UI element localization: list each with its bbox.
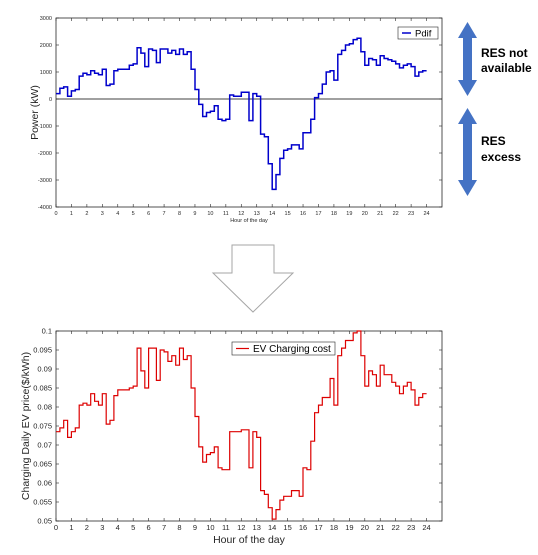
x-tick-label: 10	[206, 523, 214, 532]
legend: EV Charging cost	[231, 341, 336, 356]
y-tick-label: 0	[49, 97, 52, 103]
x-tick-label: 14	[269, 211, 275, 217]
x-tick-label: 17	[314, 523, 322, 532]
x-tick-label: 23	[407, 523, 415, 532]
x-axis-label: Hour of the day	[213, 534, 286, 546]
x-tick-label: 5	[131, 523, 135, 532]
x-tick-label: 15	[283, 523, 291, 532]
y-tick-label: 2000	[40, 43, 52, 49]
x-tick-label: 8	[177, 523, 181, 532]
x-tick-label: 20	[361, 523, 369, 532]
legend-label: EV Charging cost	[253, 344, 331, 355]
x-tick-label: 7	[163, 211, 166, 217]
y-tick-label: 0.085	[33, 384, 52, 393]
legend-label: Pdif	[415, 28, 432, 39]
x-tick-label: 7	[162, 523, 166, 532]
x-tick-label: 10	[207, 211, 213, 217]
x-tick-label: 19	[346, 211, 352, 217]
y-axis-label: Charging Daily EV price($/kWh)	[20, 352, 32, 500]
series-line-ev-charging-cost	[56, 330, 427, 520]
y-tick-label: 0.05	[37, 517, 52, 526]
x-tick-label: 1	[70, 211, 73, 217]
x-tick-label: 4	[116, 211, 119, 217]
transition-down-arrow-icon	[211, 244, 295, 313]
x-tick-label: 24	[422, 523, 430, 532]
y-tick-label: 0.06	[37, 479, 52, 488]
x-tick-label: 14	[268, 523, 276, 532]
plot-frame	[55, 330, 443, 522]
res-not-available-arrow-icon	[458, 22, 477, 96]
legend: Pdif	[397, 26, 439, 40]
res-not-available-line2: available	[481, 61, 532, 75]
x-tick-label: 9	[193, 211, 196, 217]
x-tick-label: 12	[238, 211, 244, 217]
legend-box	[231, 341, 336, 356]
x-tick-label: 13	[254, 211, 260, 217]
power-chart: 0 1 2 3 4 5 6 7 8 9 10 11 12 13 14 15 16 17 18 19 20 21 22 23 24…	[29, 16, 443, 224]
y-tick-label: 0.055	[33, 498, 52, 507]
y-tick-label: 0.075	[33, 422, 52, 431]
x-tick-label: 3	[101, 211, 104, 217]
x-tick-label: 18	[330, 523, 338, 532]
x-tick-label: 1	[69, 523, 73, 532]
x-tick-label: 16	[299, 523, 307, 532]
x-tick-label: 0	[54, 523, 58, 532]
y-tick-label: 0.095	[33, 346, 52, 355]
x-tick-label: 11	[222, 523, 230, 532]
x-tick-label: 12	[237, 523, 245, 532]
x-tick-label: 6	[147, 211, 150, 217]
res-not-available-line1: RES not	[481, 46, 528, 60]
x-tick-label: 19	[345, 523, 353, 532]
res-excess-arrow-icon	[458, 108, 477, 196]
y-tick-label: 1000	[40, 70, 52, 76]
y-axis-label: Power (kW)	[29, 85, 41, 140]
x-tick-label: 23	[408, 211, 414, 217]
y-tick-label: 0.1	[42, 327, 52, 336]
legend-box	[397, 26, 439, 40]
series-line-pdif	[56, 37, 427, 191]
y-tick-label: -1000	[38, 124, 52, 130]
y-tick-label: 0.08	[37, 403, 52, 412]
x-tick-label: 21	[376, 523, 384, 532]
x-tick-label: 22	[393, 211, 399, 217]
x-tick-label: 2	[85, 211, 88, 217]
x-tick-label: 15	[285, 211, 291, 217]
x-tick-label: 16	[300, 211, 306, 217]
y-tick-label: -4000	[38, 205, 52, 211]
res-excess-line2: excess	[481, 150, 521, 164]
y-tick-label: 0.07	[37, 441, 52, 450]
x-tick-label: 24	[423, 211, 429, 217]
y-tick-label: 0.065	[33, 460, 52, 469]
x-tick-label: 6	[147, 523, 151, 532]
x-tick-label: 2	[85, 523, 89, 532]
x-tick-label: 17	[315, 211, 321, 217]
x-tick-label: 11	[223, 211, 229, 217]
x-tick-label: 22	[392, 523, 400, 532]
res-excess-line1: RES	[481, 134, 506, 148]
x-tick-label: 20	[362, 211, 368, 217]
x-tick-label: 8	[178, 211, 181, 217]
y-tick-label: 0.09	[37, 365, 52, 374]
y-tick-label: 3000	[40, 16, 52, 22]
x-tick-label: 13	[253, 523, 261, 532]
y-tick-label: -3000	[38, 178, 52, 184]
x-tick-label: 4	[116, 523, 120, 532]
ev-price-chart: 0 1 2 3 4 5 6 7 8 9 10 11 12 13 14 15 16 17 18 19 20 21 22 23 24…	[20, 327, 443, 546]
res-annotations: RES not available RES excess	[458, 22, 532, 196]
x-tick-label: 3	[100, 523, 104, 532]
y-tick-label: -2000	[38, 151, 52, 157]
x-tick-label: 18	[331, 211, 337, 217]
x-tick-label: 21	[377, 211, 383, 217]
x-tick-label: 9	[193, 523, 197, 532]
x-axis-label: Hour of the day	[230, 218, 268, 224]
x-tick-label: 5	[132, 211, 135, 217]
x-tick-label: 0	[54, 211, 57, 217]
